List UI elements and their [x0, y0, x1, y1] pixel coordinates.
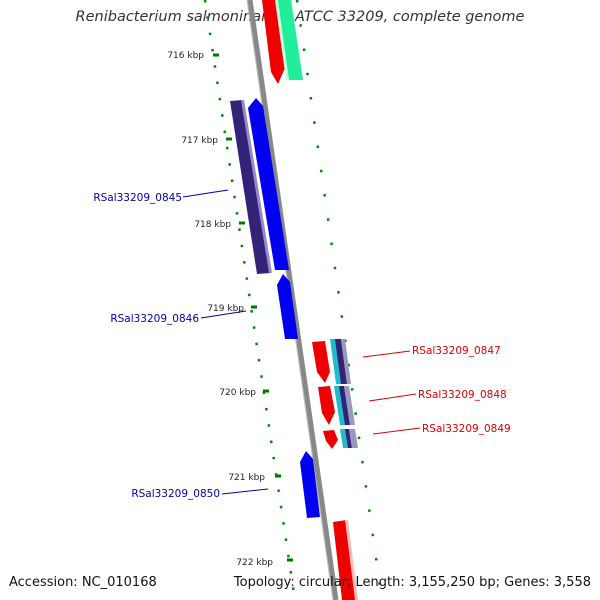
gene-label[interactable]: RSal33209_0850	[131, 488, 220, 500]
forward-cds-feature[interactable]	[262, 0, 285, 84]
accession-label: Accession: NC_010168	[9, 575, 157, 590]
tick-label: 716 kbp	[167, 51, 204, 61]
tick-label: 717 kbp	[181, 136, 218, 146]
forward-cds-feature[interactable]	[323, 430, 338, 449]
forward-cds-feature[interactable]	[318, 386, 335, 425]
left-dotted-ring	[203, 0, 297, 600]
leader-line	[368, 393, 417, 402]
genome-backbone	[247, 0, 339, 600]
reverse-blast-hit[interactable]	[230, 100, 271, 274]
tick-label: 718 kbp	[194, 220, 231, 230]
leader-line	[372, 427, 421, 435]
leader-line	[182, 189, 229, 198]
gene-label[interactable]: RSal33209_0847	[412, 345, 501, 357]
reverse-cds-feature[interactable]	[277, 274, 298, 339]
topology-label: Topology: circular; Length: 3,155,250 bp…	[233, 575, 591, 590]
scale-tick-marks	[213, 53, 293, 562]
forward-blast-hit[interactable]	[334, 386, 346, 425]
tick-label: 721 kbp	[228, 473, 265, 483]
forward-blast-hit[interactable]	[277, 0, 303, 80]
gene-label[interactable]: RSal33209_0846	[110, 313, 199, 325]
tick-label: 720 kbp	[219, 388, 256, 398]
reverse-cds-feature[interactable]	[300, 451, 320, 518]
gene-label[interactable]: RSal33209_0849	[422, 423, 511, 435]
forward-cds-feature[interactable]	[333, 520, 357, 600]
gene-label[interactable]: RSal33209_0848	[418, 389, 507, 401]
forward-blast-hit[interactable]	[330, 339, 342, 384]
reverse-cds-feature[interactable]	[248, 98, 289, 270]
tick-label: 719 kbp	[207, 304, 244, 314]
tick-label: 722 kbp	[236, 558, 273, 568]
map-title: Renibacterium salmoninarum ATCC 33209, c…	[75, 9, 525, 25]
leader-line	[362, 350, 411, 358]
leader-line	[221, 488, 269, 495]
gene-label[interactable]: RSal33209_0845	[93, 192, 182, 204]
forward-cds-feature[interactable]	[312, 341, 330, 383]
leader-line	[200, 310, 247, 319]
